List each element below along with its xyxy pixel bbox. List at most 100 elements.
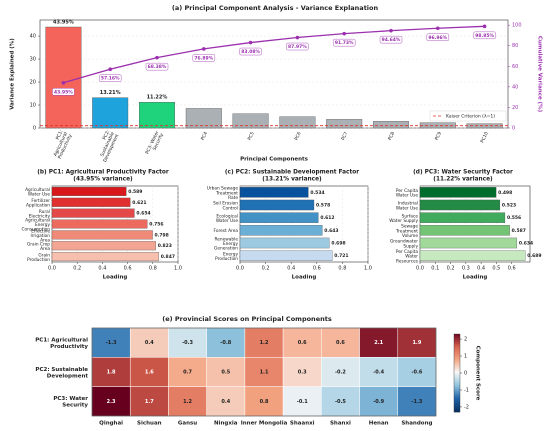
- colorbar-step: [454, 376, 460, 380]
- x-tick-label: 0.6: [124, 266, 132, 272]
- y-tick-label: 30: [30, 57, 36, 63]
- y-tick-label: 20: [30, 80, 36, 86]
- cell-value-label: 0.3: [298, 370, 307, 376]
- colorbar-step: [454, 382, 460, 385]
- bar-value-label: 0.498: [498, 190, 512, 196]
- bar: [239, 187, 309, 198]
- heatmap-cell: [129, 386, 169, 417]
- bar-value-label: 0.643: [324, 228, 338, 234]
- bar-value-label: 0.556: [507, 215, 521, 221]
- heatmap-cell: [359, 357, 399, 387]
- cumulative-marker: [342, 31, 347, 36]
- x-tick-label: 0.4: [477, 266, 485, 272]
- y-tick-label: Renewable Energy Generation: [213, 236, 239, 251]
- colorbar-step: [454, 390, 460, 393]
- y-tick-label: Rural Electricity: [27, 208, 50, 219]
- y2-tick-label: 40: [512, 84, 518, 90]
- y2-tick-label: 20: [512, 105, 518, 111]
- bar: [51, 252, 159, 262]
- bar: [419, 187, 497, 198]
- x-tick-label: 1.0: [364, 266, 372, 272]
- y-tick-label: Groundwater Supply: [390, 238, 419, 249]
- y2-axis-label: Cumulative Variance (%): [537, 36, 543, 113]
- heatmap-cell: [244, 357, 284, 387]
- bar: [419, 212, 506, 223]
- bar: [51, 230, 153, 240]
- colorbar-tick-label: 2: [464, 337, 467, 343]
- y2-tick-label: 80: [512, 43, 518, 49]
- colorbar-step: [454, 384, 460, 387]
- colorbar-step: [454, 380, 460, 384]
- y-tick-label: Grain Crop Area: [27, 241, 50, 252]
- y-tick-label: Per Capita Water Use: [395, 188, 419, 199]
- colorbar-step: [454, 396, 460, 399]
- heatmap-cell: [168, 357, 207, 387]
- x-tick-label: PC8: [387, 131, 396, 142]
- bar: [326, 119, 363, 129]
- colorbar-step: [454, 378, 460, 382]
- bar: [51, 219, 148, 229]
- cell-value-label: -0.9: [373, 399, 384, 405]
- panel-subtitle: (43.95% variance): [73, 177, 133, 183]
- heatmap-cell: [321, 327, 360, 358]
- cumulative-label-box: [379, 35, 403, 44]
- heatmap-cell: [397, 327, 437, 358]
- bar: [139, 102, 175, 129]
- colorbar-step: [454, 374, 460, 378]
- colorbar-step: [454, 339, 460, 343]
- colorbar-step: [454, 367, 460, 370]
- y2-tick-label: 100: [512, 23, 522, 29]
- y-tick-label: Agricultural Water Use: [25, 187, 50, 198]
- x-tick-label: 0.6: [313, 266, 321, 272]
- column-label: Shaanxi: [290, 421, 315, 427]
- cumulative-label-box: [286, 42, 309, 51]
- bar: [92, 97, 129, 129]
- legend-box: [429, 110, 507, 122]
- cell-value-label: 1.9: [412, 340, 421, 346]
- colorbar-label: Component Score: [475, 346, 481, 401]
- colorbar-step: [454, 359, 460, 362]
- heatmap-cell: [206, 357, 246, 387]
- heatmap-cell: [321, 386, 360, 417]
- x-tick-label: 0.0: [416, 266, 424, 272]
- panel-subtitle: (11.22% variance): [433, 177, 493, 183]
- colorbar-tick-label: 0: [464, 371, 467, 377]
- cell-value-label: -0.4: [373, 370, 384, 376]
- cumulative-marker: [108, 67, 112, 72]
- colorbar-step: [454, 398, 460, 401]
- cumulative-value-label: 68.38%: [148, 64, 167, 70]
- x-axis-label: Loading: [463, 275, 488, 281]
- colorbar-step: [454, 353, 460, 356]
- x-axis-label: Principal Components: [240, 157, 309, 163]
- cumulative-value-label: 76.89%: [194, 55, 213, 61]
- colorbar-step: [454, 400, 460, 403]
- x-tick-label: 1.0: [174, 266, 182, 272]
- x-axis-label: Loading: [103, 275, 128, 281]
- panel-title: (d) PC3: Water Security Factor: [413, 170, 513, 176]
- colorbar-tick-label: 1: [464, 354, 467, 360]
- bar-value-label: 0.634: [519, 241, 533, 247]
- y2-tick-label: 0: [512, 126, 515, 132]
- bar-value-label: 0.689: [527, 253, 541, 259]
- y-tick-label: Soil Erosion Control: [213, 200, 238, 211]
- bar-value-label: 0.721: [334, 253, 348, 259]
- bar: [51, 241, 156, 251]
- chart-title: (a) Principal Component Analysis - Varia…: [172, 4, 379, 12]
- x-tick-label: PC5: [247, 131, 256, 142]
- bar-value-label: 0.654: [136, 211, 150, 217]
- bar: [419, 250, 526, 261]
- column-label: Gansu: [178, 421, 197, 427]
- cumulative-marker: [202, 47, 206, 51]
- cell-value-label: 0.8: [260, 399, 269, 405]
- colorbar-step: [454, 337, 460, 341]
- cell-value-label: -0.1: [297, 399, 308, 405]
- colorbar-step: [454, 365, 460, 368]
- cumulative-marker: [155, 55, 159, 60]
- colorbar-step: [454, 371, 460, 374]
- bar: [373, 121, 409, 129]
- heatmap-cell: [397, 357, 437, 387]
- x-tick-label: 0.8: [149, 266, 157, 272]
- column-label: Sichuan: [137, 421, 162, 427]
- colorbar-step: [454, 355, 460, 358]
- colorbar-step: [454, 388, 460, 391]
